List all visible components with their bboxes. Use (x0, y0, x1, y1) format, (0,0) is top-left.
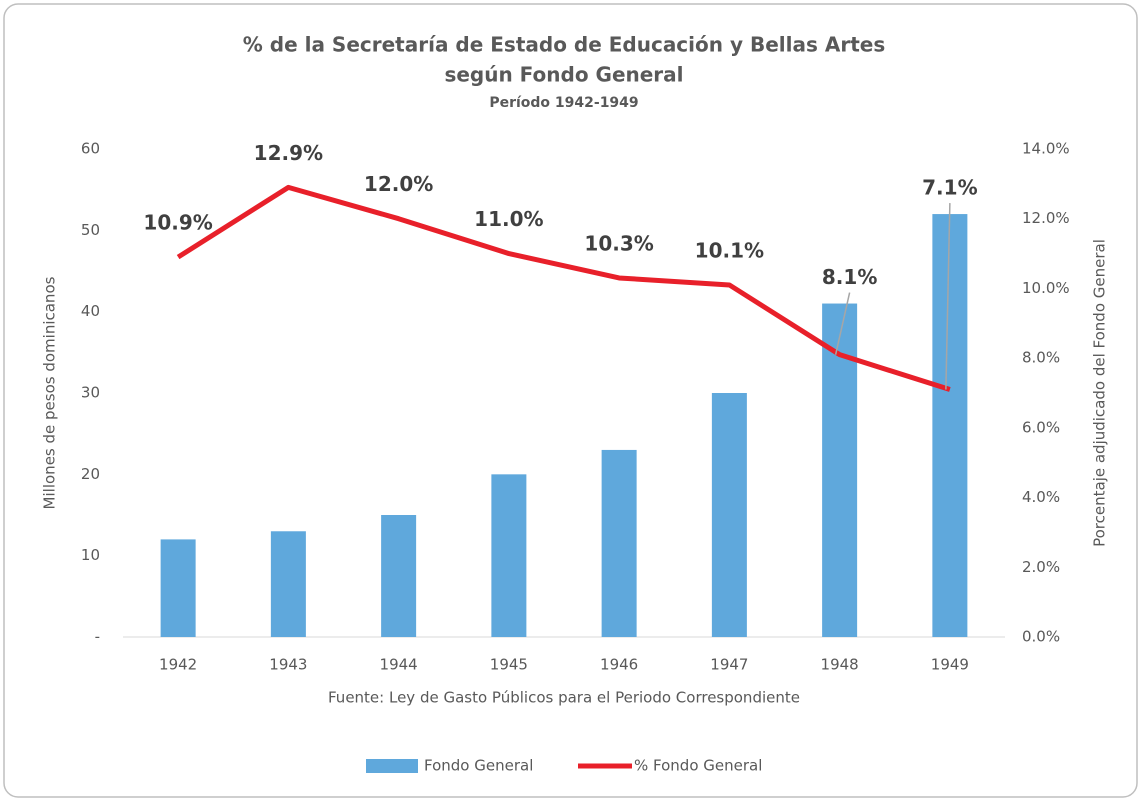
y-tick-label: - (95, 628, 100, 646)
x-tick-label: 1942 (159, 656, 197, 674)
chart-title: % de la Secretaría de Estado de Educació… (243, 33, 885, 57)
chart-subtitle: Período 1942-1949 (489, 95, 638, 111)
data-label: 8.1% (822, 265, 877, 289)
y-tick-label: 20 (81, 465, 100, 483)
bar (270, 531, 306, 637)
y2-tick-label: 14.0% (1022, 140, 1070, 158)
data-label: 10.1% (695, 238, 764, 262)
data-label: 10.3% (584, 231, 653, 255)
leader-line (834, 292, 851, 355)
x-tick-label: 1948 (821, 656, 859, 674)
y-tick-label: 50 (81, 221, 100, 239)
leader-line (945, 203, 951, 390)
y-axis-label: Millones de pesos dominicanos (41, 276, 59, 509)
x-tick-label: 1944 (380, 656, 418, 674)
bar (711, 393, 747, 637)
legend-swatch (366, 759, 418, 773)
y-tick-label: 10 (81, 546, 100, 564)
y2-axis-label: Porcentaje adjudicado del Fondo General (1091, 239, 1109, 547)
x-tick-label: 1943 (269, 656, 307, 674)
y2-tick-label: 2.0% (1022, 558, 1060, 576)
y2-tick-label: 6.0% (1022, 418, 1060, 436)
data-label: 12.9% (254, 141, 323, 165)
data-label: 12.0% (364, 172, 433, 196)
bar (932, 214, 968, 638)
chart-title-line2: según Fondo General (444, 63, 683, 87)
data-label: 7.1% (922, 176, 977, 200)
y-tick-label: 60 (81, 140, 100, 158)
x-tick-label: 1945 (490, 656, 528, 674)
data-label: 10.9% (143, 211, 212, 235)
y-tick-label: 30 (81, 384, 100, 402)
y2-tick-label: 12.0% (1022, 209, 1070, 227)
line-series (176, 184, 951, 392)
annotation: Fuente: Ley de Gasto Públicos para el Pe… (328, 689, 800, 707)
y2-tick-label: 10.0% (1022, 279, 1070, 297)
x-tick-label: 1947 (710, 656, 748, 674)
y2-tick-label: 0.0% (1022, 628, 1060, 646)
y2-tick-label: 8.0% (1022, 349, 1060, 367)
x-tick-label: 1946 (600, 656, 638, 674)
y-tick-label: 40 (81, 302, 100, 320)
y2-tick-label: 4.0% (1022, 488, 1060, 506)
bar (381, 515, 417, 637)
bar (601, 449, 637, 637)
x-tick-label: 1949 (931, 656, 969, 674)
data-label: 11.0% (474, 207, 543, 231)
bar (160, 539, 196, 637)
bar (491, 474, 527, 637)
legend-label: Fondo General (424, 757, 533, 775)
legend-label: % Fondo General (634, 757, 762, 775)
